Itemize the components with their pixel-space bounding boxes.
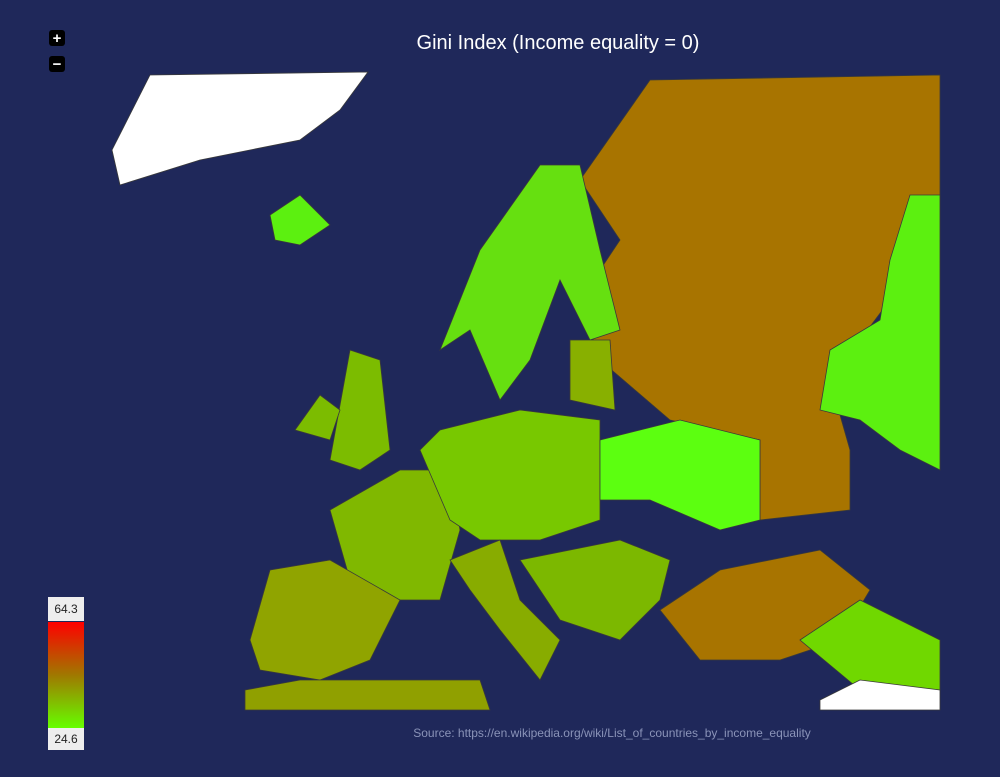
legend-max: 64.3 bbox=[54, 602, 78, 616]
middle-east bbox=[799, 599, 941, 691]
saudi-arabia bbox=[819, 679, 941, 711]
zoom-in-button[interactable] bbox=[49, 30, 65, 46]
balkans bbox=[519, 539, 671, 641]
north-africa bbox=[244, 679, 491, 711]
legend-gradient bbox=[48, 622, 84, 728]
uk bbox=[329, 349, 391, 471]
kazakhstan bbox=[819, 194, 941, 471]
baltics bbox=[569, 339, 616, 411]
legend-min: 24.6 bbox=[54, 732, 78, 746]
ukraine bbox=[599, 419, 761, 531]
italy bbox=[449, 539, 561, 681]
greenland bbox=[111, 71, 369, 186]
zoom-in[interactable]: + bbox=[49, 30, 65, 47]
source: Source: https://en.wikipedia.org/wiki/Li… bbox=[413, 726, 811, 740]
legend-max-box bbox=[48, 597, 84, 621]
scandinavia bbox=[439, 164, 621, 401]
iberia bbox=[249, 559, 401, 681]
central-europe bbox=[419, 409, 601, 541]
zoom-out-button[interactable] bbox=[49, 56, 65, 72]
ireland bbox=[294, 394, 341, 441]
iceland bbox=[269, 194, 331, 246]
legend-min-box bbox=[48, 728, 84, 750]
countries bbox=[111, 71, 941, 711]
zoom-out[interactable]: − bbox=[49, 56, 65, 73]
zoom-in-label[interactable]: + bbox=[53, 30, 62, 47]
title: Gini Index (Income equality = 0) bbox=[417, 32, 700, 54]
zoom-out-label[interactable]: − bbox=[53, 56, 62, 73]
